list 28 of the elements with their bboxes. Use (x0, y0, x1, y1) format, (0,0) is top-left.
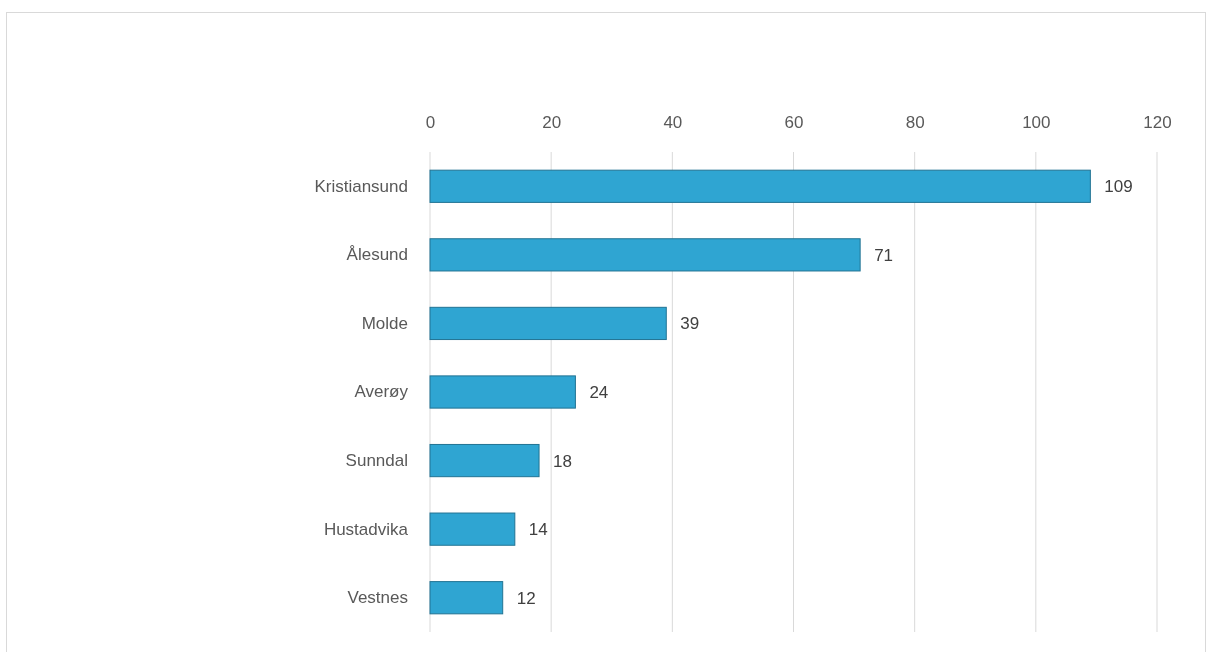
bar (429, 169, 1091, 203)
bar (429, 238, 861, 272)
x-tick-label: 20 (542, 113, 562, 132)
data-label: 24 (589, 383, 609, 402)
bar (429, 581, 504, 615)
data-label: 14 (528, 520, 548, 540)
data-label: 71 (874, 245, 894, 265)
x-tick-label: 0 (425, 113, 436, 132)
x-tick-label: 40 (663, 113, 683, 132)
data-label: 12 (516, 588, 536, 608)
x-tick-label: 60 (784, 113, 804, 132)
data-label: 109 (1104, 177, 1133, 197)
bar (429, 375, 576, 409)
x-tick-label: 100 (1022, 113, 1051, 132)
y-tick-label: Ålesund (346, 245, 408, 265)
data-label: 39 (680, 314, 700, 334)
y-tick-label: Kristiansund (314, 176, 408, 196)
bar (429, 306, 667, 341)
y-tick-label: Sunndal (345, 451, 408, 471)
y-tick-label: Vestnes (347, 588, 408, 608)
x-tick-label: 80 (905, 113, 925, 132)
data-label: 18 (553, 451, 572, 471)
x-tick-label: 120 (1143, 113, 1172, 132)
y-tick-label: Hustadvika (323, 519, 409, 539)
y-tick-label: Molde (361, 313, 408, 333)
bar (429, 512, 516, 546)
bar (429, 443, 540, 478)
y-tick-label: Averøy (354, 382, 409, 402)
